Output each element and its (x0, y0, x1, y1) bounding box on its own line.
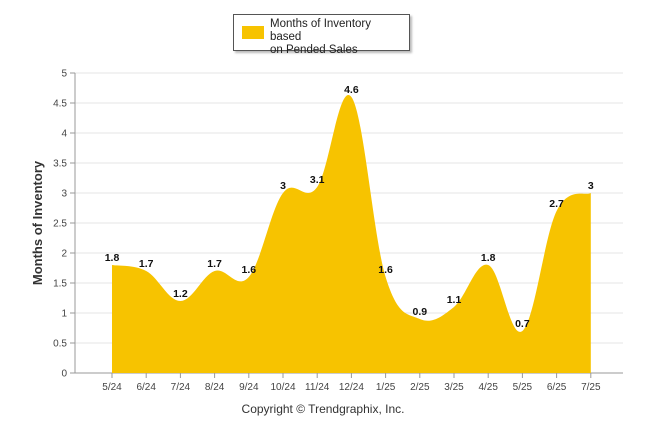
y-tick-label: 0 (61, 369, 67, 380)
x-tick-label: 11/24 (305, 382, 330, 393)
y-axis: 0 0.5 1 1.5 2 2.5 3 3.5 4 4.5 5 (53, 69, 76, 380)
data-label: 3 (280, 180, 286, 192)
data-label: 1.8 (105, 252, 120, 264)
y-tick-label: 3.5 (53, 159, 67, 170)
x-tick-label: 7/24 (171, 382, 191, 393)
data-label: 1.7 (139, 258, 154, 270)
data-label: 1.2 (173, 288, 188, 300)
y-tick-label: 2.5 (53, 219, 67, 230)
data-label: 4.6 (344, 84, 359, 96)
series-area (112, 95, 591, 374)
x-tick-label: 12/24 (339, 382, 364, 393)
x-tick-label: 10/24 (270, 382, 295, 393)
x-tick-label: 8/24 (205, 382, 225, 393)
data-label: 0.9 (412, 306, 427, 318)
y-tick-label: 0.5 (53, 339, 67, 350)
copyright-footer: Copyright © Trendgraphix, Inc. (241, 402, 405, 416)
legend[interactable]: Months of Inventory based on Pended Sale… (233, 14, 410, 56)
legend-label-line-1: Months of Inventory based (270, 18, 371, 43)
legend-label-line-2: on Pended Sales (270, 44, 358, 56)
x-axis: 5/24 6/24 7/24 8/24 9/24 10/24 11/24 12/24 1/25 2… (75, 372, 623, 393)
x-tick-label: 1/25 (376, 382, 396, 393)
data-label: 3.1 (310, 174, 325, 186)
data-label: 1.8 (481, 252, 496, 264)
y-tick-label: 2 (61, 249, 67, 260)
data-label: 1.7 (207, 258, 222, 270)
y-tick-label: 4 (61, 129, 67, 140)
x-tick-label: 7/25 (581, 382, 601, 393)
x-tick-label: 5/24 (102, 382, 122, 393)
data-label: 1.6 (241, 264, 256, 276)
x-tick-label: 5/25 (513, 382, 533, 393)
legend-swatch (242, 26, 264, 39)
legend-label: Months of Inventory based on Pended Sale… (270, 18, 405, 57)
x-tick-label: 6/24 (136, 382, 156, 393)
y-tick-label: 1 (61, 309, 67, 320)
data-labels: 1.8 1.7 1.2 1.7 1.6 3 3.1 4.6 1.6 0.9 1.1 1.8 0.7 2.7… (105, 84, 594, 330)
y-tick-label: 4.5 (53, 99, 67, 110)
x-tick-label: 4/25 (478, 382, 498, 393)
data-label: 1.6 (378, 264, 393, 276)
y-tick-label: 3 (61, 189, 67, 200)
data-label: 3 (588, 180, 594, 192)
y-tick-label: 1.5 (53, 279, 67, 290)
x-tick-label: 2/25 (410, 382, 430, 393)
data-label: 1.1 (447, 294, 462, 306)
x-tick-label: 6/25 (547, 382, 567, 393)
data-label: 0.7 (515, 318, 530, 330)
data-label: 2.7 (549, 198, 564, 210)
x-tick-label: 3/25 (444, 382, 464, 393)
x-tick-label: 9/24 (239, 382, 259, 393)
y-tick-label: 5 (61, 69, 67, 80)
y-axis-title: Months of Inventory (30, 160, 45, 285)
